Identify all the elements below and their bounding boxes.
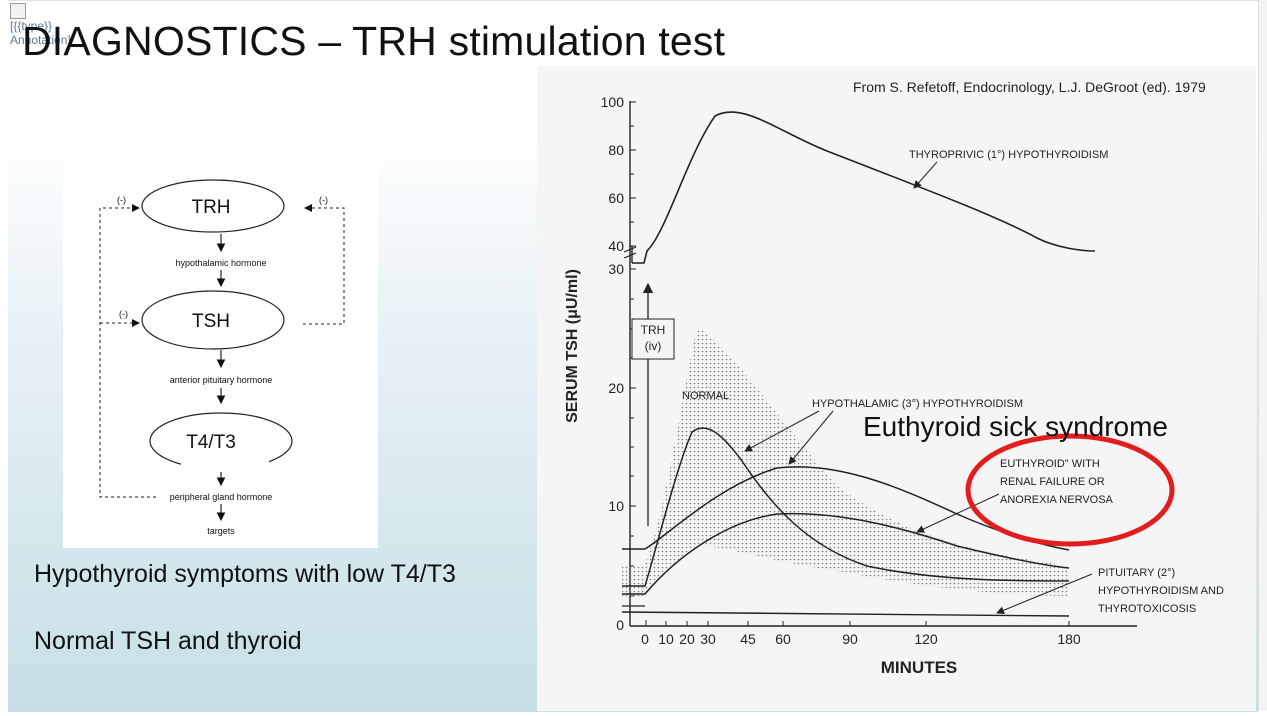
label-targets: targets (207, 526, 235, 536)
node-t4t3-label: T4/T3 (186, 432, 236, 453)
normal-range-band (622, 328, 1069, 596)
y-tick-30: 30 (608, 261, 624, 277)
broken-image-icon (10, 3, 26, 19)
label-euthyroid-2: RENAL FAILURE OR (1000, 476, 1105, 488)
curve-normal (622, 427, 1070, 587)
curve-euthyroid-renal (622, 512, 1070, 595)
x-tick-30: 30 (700, 631, 716, 647)
broken-image-placeholder: [{{type}} Annotation] (10, 3, 71, 47)
feedback-sign-tsh-left: (-) (119, 309, 128, 319)
y-tick-80: 80 (608, 142, 624, 158)
label-hypothalamic: HYPOTHALAMIC (3°) HYPOTHYROIDISM (812, 398, 1023, 410)
feedback-sign-trh-left: (-) (117, 195, 126, 205)
label-anterior-pituitary-hormone: anterior pituitary hormone (170, 375, 273, 385)
highlight-ellipse (965, 433, 1175, 547)
label-normal: NORMAL (682, 390, 729, 402)
curve-pituitary (621, 611, 1070, 617)
caption-hypothyroid-symptoms: Hypothyroid symptoms with low T4/T3 (34, 560, 456, 588)
x-tick-180: 180 (1057, 631, 1081, 647)
label-pituitary-1: PITUITARY (2°) (1098, 567, 1175, 579)
caption-normal-tsh: Normal TSH and thyroid (34, 627, 302, 655)
y-tick-0: 0 (616, 617, 624, 633)
trh-stimulation-graph: 100 80 60 40 30 20 10 0 0 10 20 30 45 60… (537, 66, 1256, 711)
x-tick-90: 90 (842, 631, 858, 647)
broken-image-alt-1: [{{type}} (10, 19, 53, 33)
hormone-axis-diagram: TRH TSH T4/T3 hypothalamic hormone anter… (63, 163, 378, 548)
slide-title: DIAGNOSTICS – TRH stimulation test (22, 18, 726, 64)
hormone-axis-svg: TRH TSH T4/T3 hypothalamic hormone anter… (99, 179, 345, 536)
x-tick-0: 0 (641, 631, 649, 647)
x-tick-120: 120 (914, 631, 938, 647)
x-tick-60: 60 (775, 631, 791, 647)
y-tick-20: 20 (608, 380, 624, 396)
label-euthyroid-3: ANOREXIA NERVOSA (1000, 494, 1114, 506)
y-tick-10: 10 (608, 498, 624, 514)
node-tsh-label: TSH (192, 311, 230, 332)
y-tick-60: 60 (608, 190, 624, 206)
euthyroid-sick-annotation: Euthyroid sick syndrome (863, 411, 1169, 442)
slide-panel-edge (1258, 0, 1267, 711)
label-pituitary-2: HYPOTHYROIDISM AND (1098, 585, 1224, 597)
label-euthyroid-1: EUTHYROID" WITH (1000, 458, 1100, 470)
label-pituitary-3: THYROTOXICOSIS (1098, 603, 1196, 615)
node-trh (141, 179, 285, 233)
x-tick-45: 45 (740, 631, 756, 647)
trh-box-label-2: (iv) (645, 339, 662, 353)
label-hypothalamic-hormone: hypothalamic hormone (175, 258, 266, 268)
curve-thyroprivic (632, 111, 1096, 264)
x-tick-10: 10 (658, 631, 674, 647)
node-trh-label: TRH (191, 197, 230, 218)
feedback-sign-trh-right: (-) (319, 195, 328, 205)
y-axis-label: SERUM TSH (μU/ml) (564, 269, 581, 423)
graph-source-credit: From S. Refetoff, Endocrinology, L.J. De… (853, 79, 1206, 95)
label-thyroprivic: THYROPRIVIC (1°) HYPOTHYROIDISM (909, 149, 1108, 161)
y-tick-40: 40 (608, 238, 624, 254)
y-tick-100: 100 (601, 94, 625, 110)
label-peripheral-gland-hormone: peripheral gland hormone (170, 492, 273, 502)
broken-image-alt-2: Annotation] (10, 33, 71, 47)
trh-graph-svg: 100 80 60 40 30 20 10 0 0 10 20 30 45 60… (564, 94, 1224, 677)
node-tsh (141, 290, 285, 350)
x-tick-20: 20 (679, 631, 695, 647)
trh-box-label-1: TRH (641, 323, 666, 337)
x-axis-label: MINUTES (881, 658, 958, 677)
